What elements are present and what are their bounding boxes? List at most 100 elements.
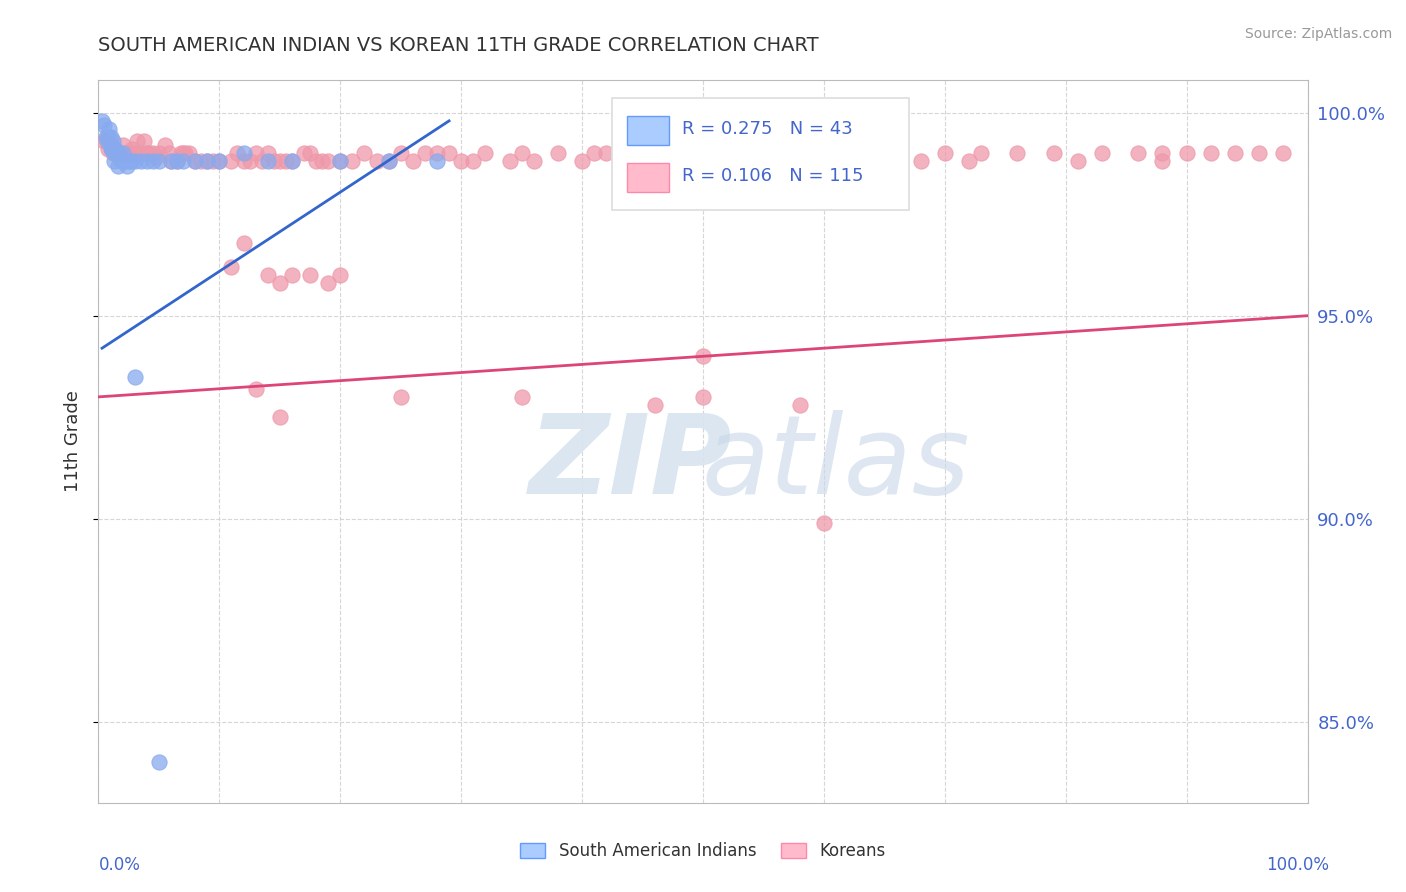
Point: [692, 390, 714, 404]
Point: [94, 130, 117, 145]
Point: [426, 154, 449, 169]
Point: [281, 268, 304, 282]
Point: [583, 146, 606, 161]
Point: [108, 146, 131, 161]
Point: [172, 154, 194, 169]
Point: [93, 118, 115, 132]
Point: [129, 146, 152, 161]
Point: [873, 146, 896, 161]
Point: [437, 146, 460, 161]
Point: [1067, 154, 1090, 169]
Point: [100, 142, 122, 156]
FancyBboxPatch shape: [613, 98, 908, 211]
Point: [329, 154, 352, 169]
Legend: South American Indians, Koreans: South American Indians, Koreans: [513, 836, 893, 867]
Point: [256, 268, 278, 282]
Point: [1152, 154, 1174, 169]
Point: [970, 146, 993, 161]
Point: [571, 154, 593, 169]
Point: [250, 154, 273, 169]
Point: [274, 154, 297, 169]
Point: [934, 146, 956, 161]
Point: [166, 154, 188, 169]
Point: [1272, 146, 1295, 161]
Point: [311, 154, 333, 169]
Point: [195, 154, 218, 169]
Point: [174, 146, 197, 161]
Point: [96, 134, 118, 148]
Point: [269, 410, 291, 425]
Point: [1042, 146, 1064, 161]
Point: [377, 154, 399, 169]
Point: [121, 142, 143, 156]
Point: [239, 154, 262, 169]
Point: [110, 154, 132, 169]
Point: [98, 122, 121, 136]
Point: [547, 146, 569, 161]
Point: [124, 154, 146, 169]
Point: [105, 146, 128, 161]
Text: ZIP: ZIP: [529, 409, 733, 516]
Point: [118, 154, 141, 169]
Text: 0.0%: 0.0%: [98, 856, 141, 874]
Point: [716, 146, 738, 161]
Point: [316, 154, 339, 169]
Point: [169, 146, 191, 161]
Point: [1223, 146, 1246, 161]
Point: [1175, 146, 1198, 161]
Point: [813, 146, 835, 161]
Point: [134, 134, 156, 148]
Point: [202, 154, 225, 169]
Point: [124, 369, 146, 384]
Text: atlas: atlas: [702, 409, 970, 516]
FancyBboxPatch shape: [627, 117, 669, 145]
Point: [789, 154, 811, 169]
Point: [305, 154, 328, 169]
Point: [226, 146, 249, 161]
Point: [450, 154, 472, 169]
Point: [329, 154, 352, 169]
Point: [510, 390, 533, 404]
Point: [184, 154, 207, 169]
Point: [104, 146, 127, 161]
Point: [97, 130, 120, 145]
Point: [1199, 146, 1222, 161]
Point: [127, 134, 149, 148]
Point: [91, 114, 114, 128]
Point: [184, 154, 207, 169]
Point: [101, 142, 124, 156]
Point: [1249, 146, 1271, 161]
Point: [138, 146, 160, 161]
Point: [316, 277, 339, 291]
Point: [704, 146, 727, 161]
Point: [179, 146, 201, 161]
Point: [232, 235, 254, 250]
Point: [111, 138, 134, 153]
Point: [103, 154, 125, 169]
Point: [118, 146, 141, 161]
Point: [97, 142, 120, 156]
Point: [860, 146, 883, 161]
Point: [100, 130, 122, 145]
Point: [329, 268, 352, 282]
Point: [668, 146, 690, 161]
Point: [142, 146, 165, 161]
Point: [232, 146, 254, 161]
Point: [644, 146, 666, 161]
Point: [245, 146, 267, 161]
Text: 100.0%: 100.0%: [1265, 856, 1329, 874]
Point: [135, 154, 157, 169]
Point: [153, 138, 176, 153]
Point: [595, 146, 617, 161]
Point: [269, 277, 291, 291]
Point: [740, 154, 762, 169]
Point: [104, 142, 127, 156]
Point: [389, 146, 412, 161]
Point: [402, 154, 425, 169]
Point: [426, 146, 449, 161]
Point: [377, 154, 399, 169]
Y-axis label: 11th Grade: 11th Grade: [65, 391, 83, 492]
Point: [523, 154, 546, 169]
Point: [117, 159, 139, 173]
Point: [342, 154, 364, 169]
